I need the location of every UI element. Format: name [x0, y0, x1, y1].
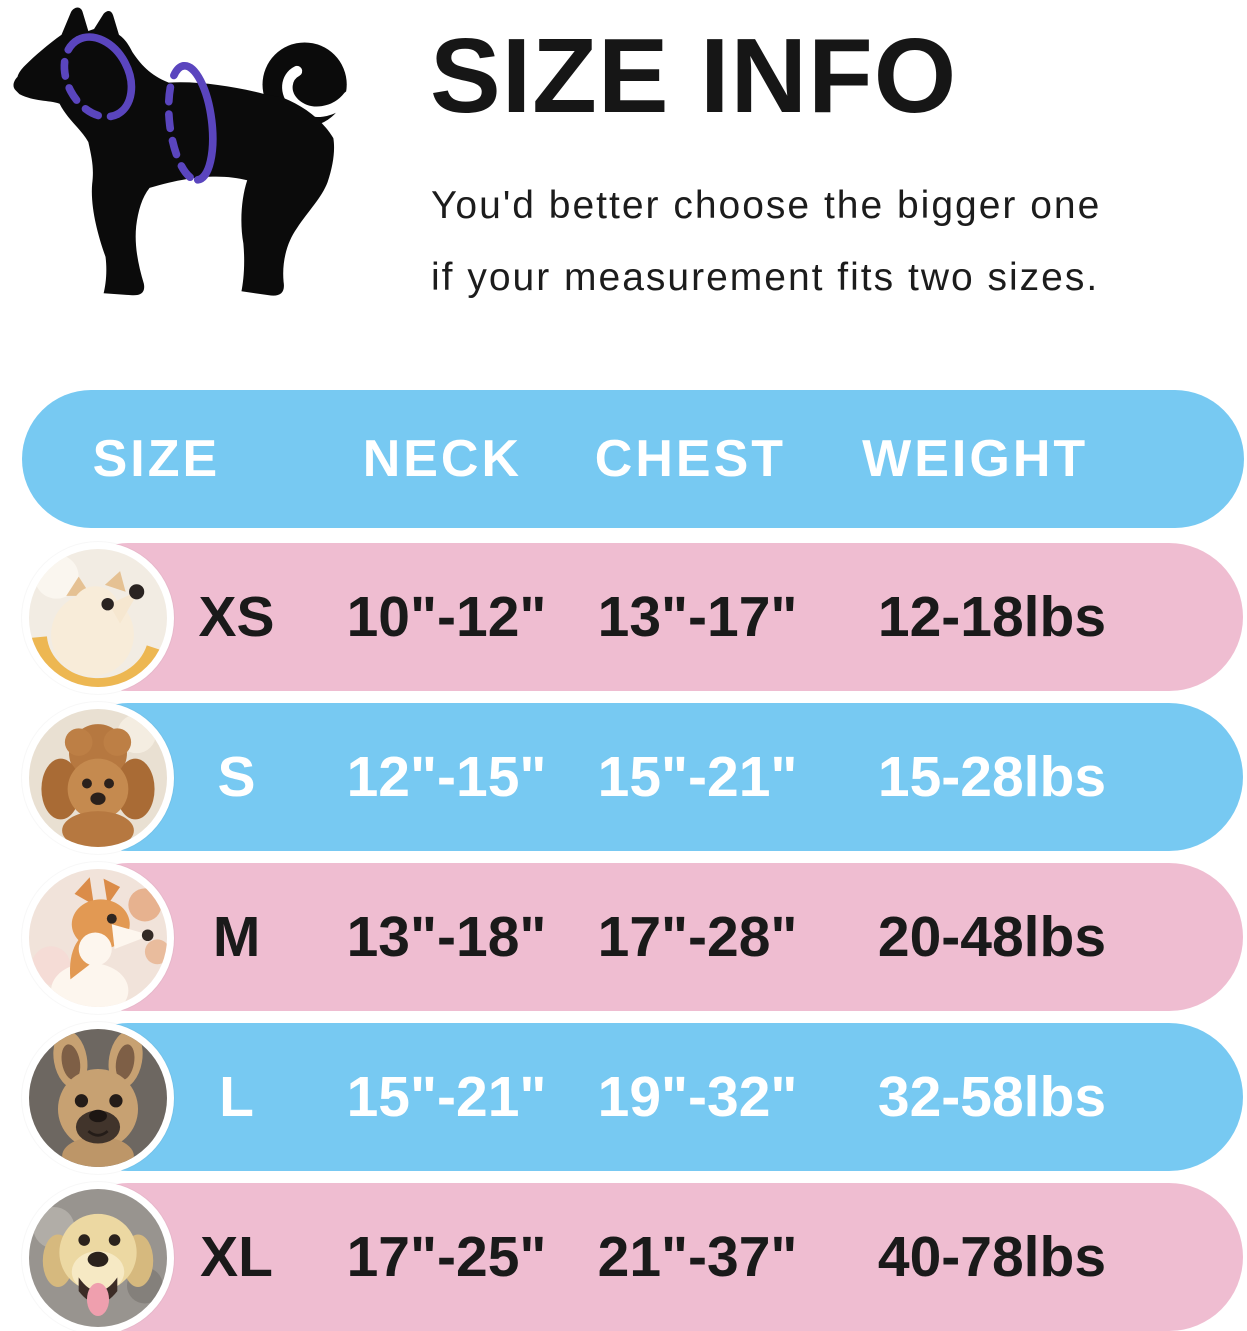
- cell-size: XS: [198, 585, 275, 649]
- cell-chest: 15"-21": [597, 745, 798, 809]
- toy-poodle-photo: [22, 702, 174, 854]
- column-header-chest: CHEST: [594, 430, 787, 488]
- dog-silhouette-icon: [13, 7, 354, 296]
- subtitle-line-2: if your measurement fits two sizes.: [431, 256, 1100, 299]
- row-pill: XL 17"-25" 21"-37" 40-78lbs: [70, 1183, 1243, 1331]
- cell-neck: 15"-21": [346, 1065, 547, 1129]
- cell-chest: 21"-37": [597, 1225, 798, 1289]
- cell-neck: 10"-12": [346, 585, 547, 649]
- size-row-l: L 15"-21" 19"-32" 32-58lbs: [0, 1022, 1247, 1174]
- size-row-xs: XS 10"-12" 13"-17" 12-18lbs: [0, 542, 1247, 694]
- french-bulldog-photo-icon: [29, 1029, 167, 1167]
- cell-weight: 15-28lbs: [877, 745, 1107, 809]
- cell-weight: 32-58lbs: [877, 1065, 1107, 1129]
- cell-size: S: [217, 745, 256, 809]
- row-pill: M 13"-18" 17"-28" 20-48lbs: [70, 863, 1243, 1011]
- column-header-neck: NECK: [362, 430, 523, 488]
- neck-measure-ellipse: [60, 33, 136, 121]
- row-pill: L 15"-21" 19"-32" 32-58lbs: [70, 1023, 1243, 1171]
- cell-neck: 12"-15": [346, 745, 547, 809]
- size-row-s: S 12"-15" 15"-21" 15-28lbs: [0, 702, 1247, 854]
- column-header-size: SIZE: [92, 430, 221, 488]
- size-row-m: M 13"-18" 17"-28" 20-48lbs: [0, 862, 1247, 1014]
- cell-chest: 13"-17": [597, 585, 798, 649]
- cell-chest: 17"-28": [597, 905, 798, 969]
- pomeranian-photo-icon: [29, 549, 167, 687]
- chest-measure-ellipse: [164, 62, 217, 184]
- subtitle-line-1: You'd better choose the bigger one: [431, 184, 1102, 227]
- table-header-row: SIZE NECK CHEST WEIGHT: [22, 390, 1244, 528]
- row-pill: S 12"-15" 15"-21" 15-28lbs: [70, 703, 1243, 851]
- shiba-inu-photo-icon: [29, 869, 167, 1007]
- cell-size: XL: [200, 1225, 273, 1289]
- cell-neck: 13"-18": [346, 905, 547, 969]
- size-row-xl: XL 17"-25" 21"-37" 40-78lbs: [0, 1182, 1247, 1331]
- cell-neck: 17"-25": [346, 1225, 547, 1289]
- french-bulldog-photo: [22, 1022, 174, 1174]
- cell-size: M: [212, 905, 261, 969]
- pomeranian-puppy-photo: [22, 542, 174, 694]
- cell-size: L: [219, 1065, 254, 1129]
- cell-weight: 12-18lbs: [877, 585, 1107, 649]
- cell-chest: 19"-32": [597, 1065, 798, 1129]
- cell-weight: 40-78lbs: [877, 1225, 1107, 1289]
- row-pill: XS 10"-12" 13"-17" 12-18lbs: [70, 543, 1243, 691]
- column-header-weight: WEIGHT: [862, 430, 1089, 488]
- dog-measurement-diagram: [6, 2, 408, 326]
- cell-weight: 20-48lbs: [877, 905, 1107, 969]
- toy-poodle-photo-icon: [29, 709, 167, 847]
- page-title: SIZE INFO: [430, 17, 958, 135]
- shiba-inu-photo: [22, 862, 174, 1014]
- labrador-photo-icon: [29, 1189, 167, 1327]
- page-subtitle: You'd better choose the bigger one if yo…: [431, 170, 1221, 314]
- labrador-photo: [22, 1182, 174, 1331]
